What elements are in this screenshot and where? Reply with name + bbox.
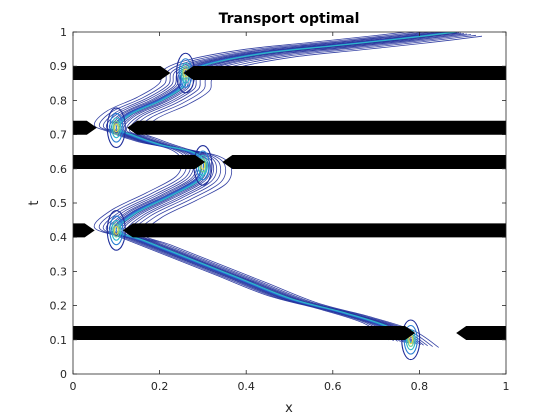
obstacle-bar <box>73 223 95 238</box>
y-tick-label: 0.2 <box>50 300 68 313</box>
plot-area <box>73 32 506 361</box>
x-tick-label: 0 <box>70 380 77 393</box>
obstacle-bar <box>73 155 206 169</box>
obstacle-bar <box>222 155 506 169</box>
contour-line <box>137 34 477 347</box>
contour-line <box>128 33 468 346</box>
x-tick-label: 1 <box>503 380 510 393</box>
contour-layer <box>73 32 506 361</box>
y-tick-label: 0.3 <box>50 265 68 278</box>
obstacle-bar <box>127 120 506 135</box>
y-tick-label: 0.1 <box>50 334 68 347</box>
chart-title: Transport optimal <box>219 11 360 27</box>
obstacle-bar <box>122 223 506 238</box>
contour-peak <box>113 225 119 235</box>
obstacle-bar <box>73 66 171 80</box>
x-axis-label: x <box>285 401 293 416</box>
y-tick-label: 0.6 <box>50 163 68 176</box>
contour-peak <box>111 219 122 241</box>
y-tick-label: 0 <box>60 368 67 381</box>
x-tick-label: 0.6 <box>324 380 342 393</box>
contour-line <box>102 32 429 342</box>
contour-peak <box>112 223 120 238</box>
y-tick-label: 0.9 <box>50 60 68 73</box>
axes: 0 0.2 0.4 0.6 0.8 1 0 0.1 0.2 0.3 0.4 0.5 0.6 0.7 0.8 0… <box>50 26 510 393</box>
contour-line-inner <box>117 32 457 344</box>
y-tick-label: 0.8 <box>50 94 68 107</box>
y-tick-label: 0.7 <box>50 129 68 142</box>
obstacle-bar <box>73 326 416 340</box>
contour-peak <box>112 120 120 135</box>
contour-line <box>93 32 409 341</box>
contour-peak <box>113 123 119 133</box>
y-axis-label: t <box>27 200 42 205</box>
obstacle-bar <box>73 120 97 135</box>
y-tick-label: 1 <box>60 26 67 39</box>
contour-peak <box>106 107 126 149</box>
contour-peak <box>109 215 124 246</box>
contour-line <box>122 32 462 345</box>
obstacle-bar <box>456 326 506 340</box>
x-tick-label: 0.8 <box>411 380 429 393</box>
x-tick-label: 0.4 <box>237 380 255 393</box>
y-tick-label: 0.5 <box>50 197 68 210</box>
obstacle-bar <box>183 66 506 80</box>
contour-line <box>105 32 436 343</box>
contour-line <box>98 32 420 342</box>
contour-peak <box>111 117 122 139</box>
contour-peak <box>405 329 416 351</box>
contour-peak <box>109 112 124 143</box>
y-tick-label: 0.4 <box>50 231 68 244</box>
x-tick-label: 0.2 <box>151 380 169 393</box>
